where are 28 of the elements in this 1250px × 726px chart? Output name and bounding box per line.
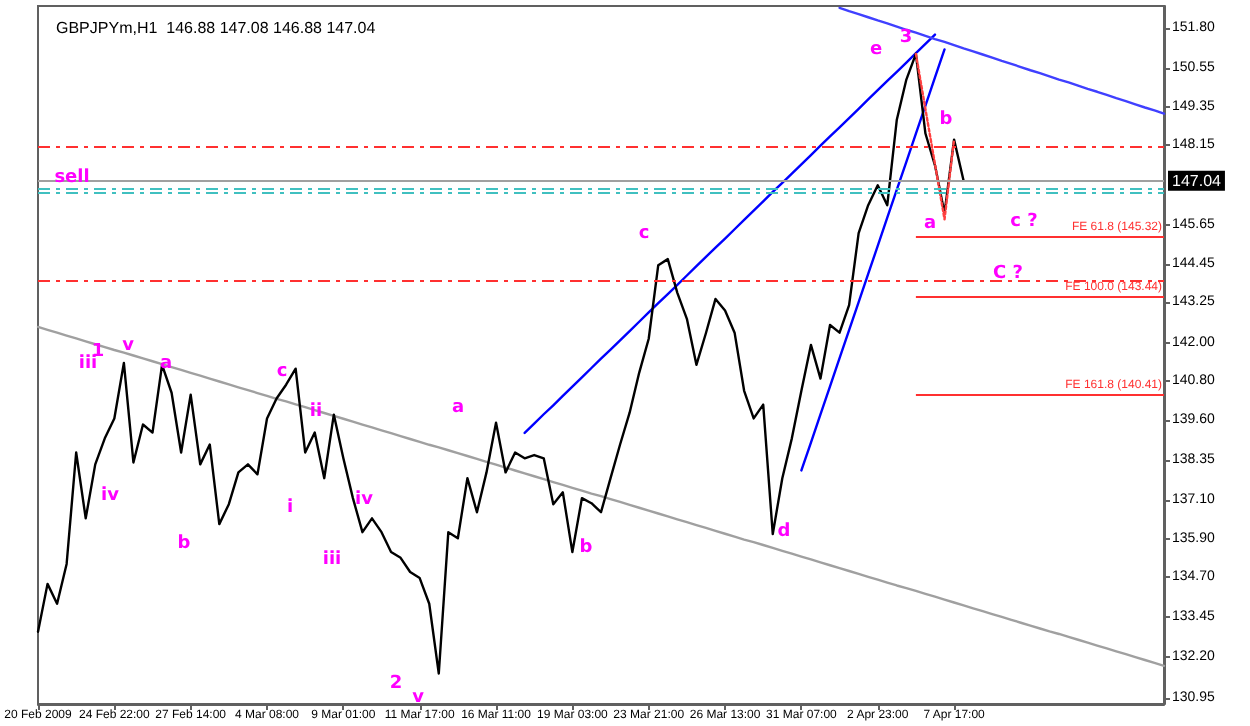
line-series xyxy=(36,52,965,675)
annotation: e xyxy=(869,40,883,60)
annotation: a xyxy=(451,398,465,418)
annotation: 2 xyxy=(389,674,403,694)
annotation: v xyxy=(122,336,135,356)
ref-line-label: 147.04 xyxy=(1172,171,1223,190)
annotation: iv xyxy=(355,490,374,510)
annotation: a xyxy=(923,214,937,234)
annotation: iii xyxy=(322,550,342,570)
line-series xyxy=(36,325,1166,667)
annotation: C ? xyxy=(993,264,1023,284)
annotation: i xyxy=(286,498,294,518)
text: GBPJPYm,H1 146.88 147.08 146.88 147.04 xyxy=(56,19,377,37)
annotation: iii xyxy=(78,354,98,374)
annotation: b xyxy=(177,534,192,554)
annotation: b xyxy=(939,110,954,130)
annotation: sell xyxy=(54,168,90,188)
annotation: d xyxy=(777,522,791,542)
annotation: v xyxy=(412,688,425,708)
annotation: c xyxy=(276,362,288,382)
annotation: iv xyxy=(101,486,120,506)
annotation: c ? xyxy=(1010,212,1038,232)
annotation: ii xyxy=(309,402,323,422)
annotation: 3 xyxy=(899,27,913,48)
annotation: b xyxy=(579,538,594,558)
line-series xyxy=(914,52,956,221)
annotation: c xyxy=(638,224,650,244)
annotation: a xyxy=(159,354,173,374)
